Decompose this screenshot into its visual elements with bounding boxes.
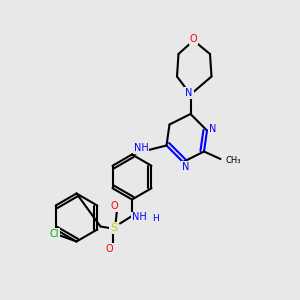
Text: O: O [106, 244, 113, 254]
Text: N: N [209, 124, 216, 134]
Text: S: S [110, 223, 118, 233]
Text: NH: NH [132, 212, 147, 223]
Text: NH: NH [134, 143, 148, 153]
Text: H: H [152, 214, 159, 223]
Text: N: N [185, 88, 193, 98]
Text: Cl: Cl [49, 229, 59, 239]
Text: CH₃: CH₃ [225, 156, 241, 165]
Text: O: O [111, 201, 119, 212]
Text: O: O [190, 34, 197, 44]
Text: N: N [182, 161, 190, 172]
